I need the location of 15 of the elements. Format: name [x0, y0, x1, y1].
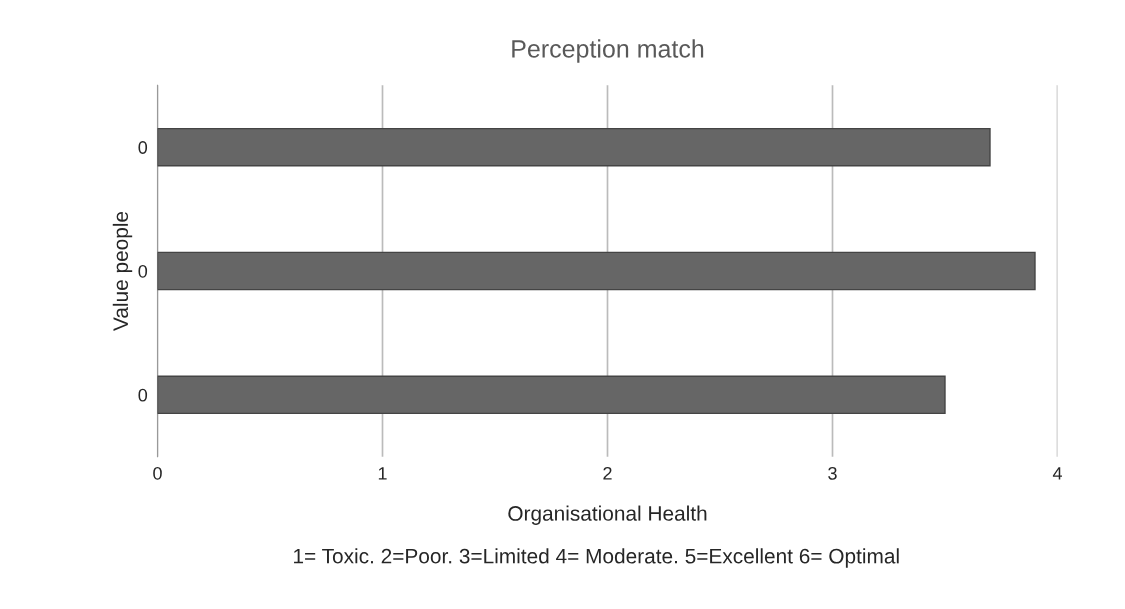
chart-title: Perception match — [512, 39, 704, 63]
x-axis-title: Organisational Health — [508, 505, 707, 525]
x-tick-label: 3 — [828, 466, 837, 480]
y-tick-label: 0 — [138, 388, 148, 402]
x-tick-label: 2 — [603, 466, 612, 480]
bar — [157, 375, 946, 415]
x-tick-label: 4 — [1052, 467, 1062, 480]
y-tick-label: 0 — [138, 141, 148, 154]
x-tick-label: 1 — [378, 467, 387, 480]
bar — [157, 127, 991, 167]
bar — [157, 251, 1036, 291]
y-axis-title: Value people — [112, 211, 133, 331]
text: 1= Toxic. 2=Poor. 3=Limited 4= Moderate. 5=Excellent 6= Optimal — [294, 548, 899, 568]
y-tick-label: 0 — [138, 264, 148, 278]
x-tick-label: 0 — [153, 466, 162, 480]
